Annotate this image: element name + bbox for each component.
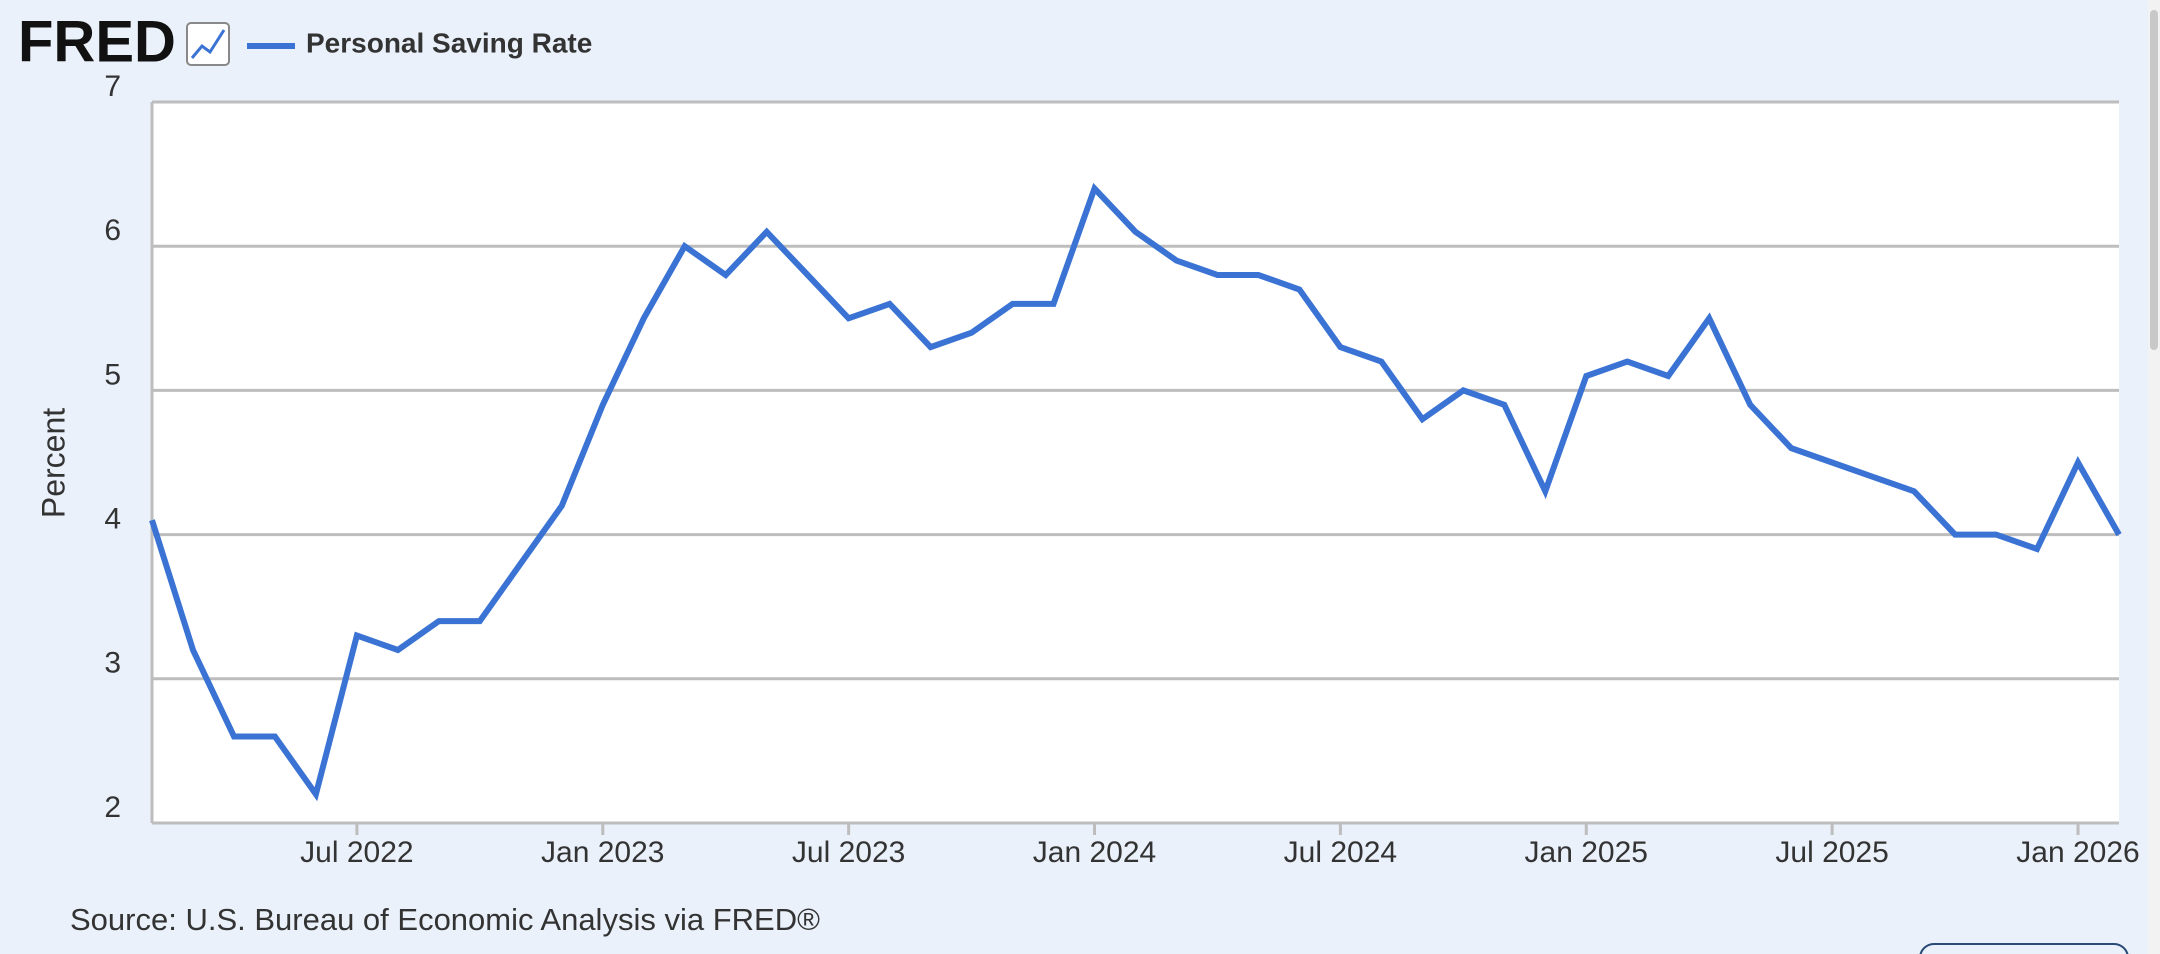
source-note: Source: U.S. Bureau of Economic Analysis… xyxy=(70,902,820,937)
chart-icon-line xyxy=(190,29,226,59)
y-tick-label: 3 xyxy=(104,647,121,680)
x-tick-label: Jan 2025 xyxy=(1525,836,1648,869)
x-tick-label: Jan 2023 xyxy=(541,836,664,869)
x-tick-label: Jul 2023 xyxy=(792,836,905,869)
series-line xyxy=(149,182,2122,802)
x-tick-label: Jul 2024 xyxy=(1284,836,1397,869)
x-tick-label: Jul 2025 xyxy=(1775,836,1888,869)
x-tick-label: Jul 2022 xyxy=(300,836,413,869)
y-tick-label: 7 xyxy=(104,70,121,103)
button[interactable] xyxy=(1919,943,2129,954)
y-tick-label: 6 xyxy=(104,214,121,247)
x-tick-label: Jan 2026 xyxy=(2016,836,2139,869)
y-tick-label: 4 xyxy=(104,503,121,536)
y-axis-label: Percent xyxy=(35,408,71,518)
legend-label: Personal Saving Rate xyxy=(306,27,592,58)
chart-icon[interactable] xyxy=(186,22,230,66)
y-tick-label: 5 xyxy=(104,358,121,391)
scrollbar-thumb[interactable] xyxy=(2150,10,2158,350)
plot-area xyxy=(152,102,2119,823)
y-tick-label: 2 xyxy=(104,791,121,824)
brand-logo[interactable]: FRED xyxy=(18,9,176,74)
x-tick-label: Jan 2024 xyxy=(1033,836,1156,869)
